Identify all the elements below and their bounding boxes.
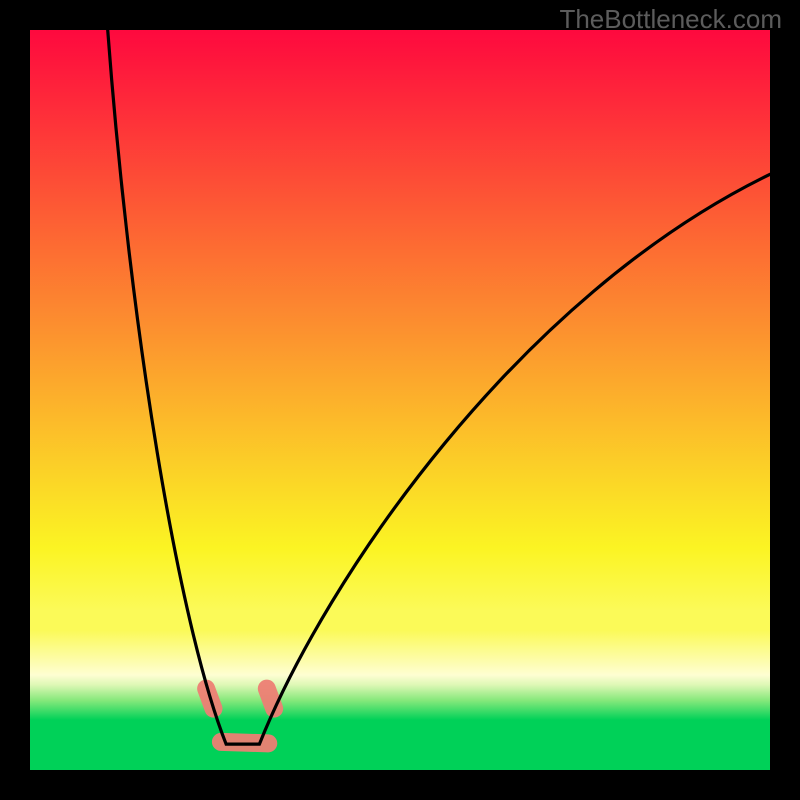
watermark-text: TheBottleneck.com: [559, 4, 782, 35]
chart-stage: TheBottleneck.com: [0, 0, 800, 800]
bottleneck-curve: [108, 30, 770, 744]
marker-right-edge: [267, 689, 274, 709]
curves-layer: [0, 0, 800, 800]
